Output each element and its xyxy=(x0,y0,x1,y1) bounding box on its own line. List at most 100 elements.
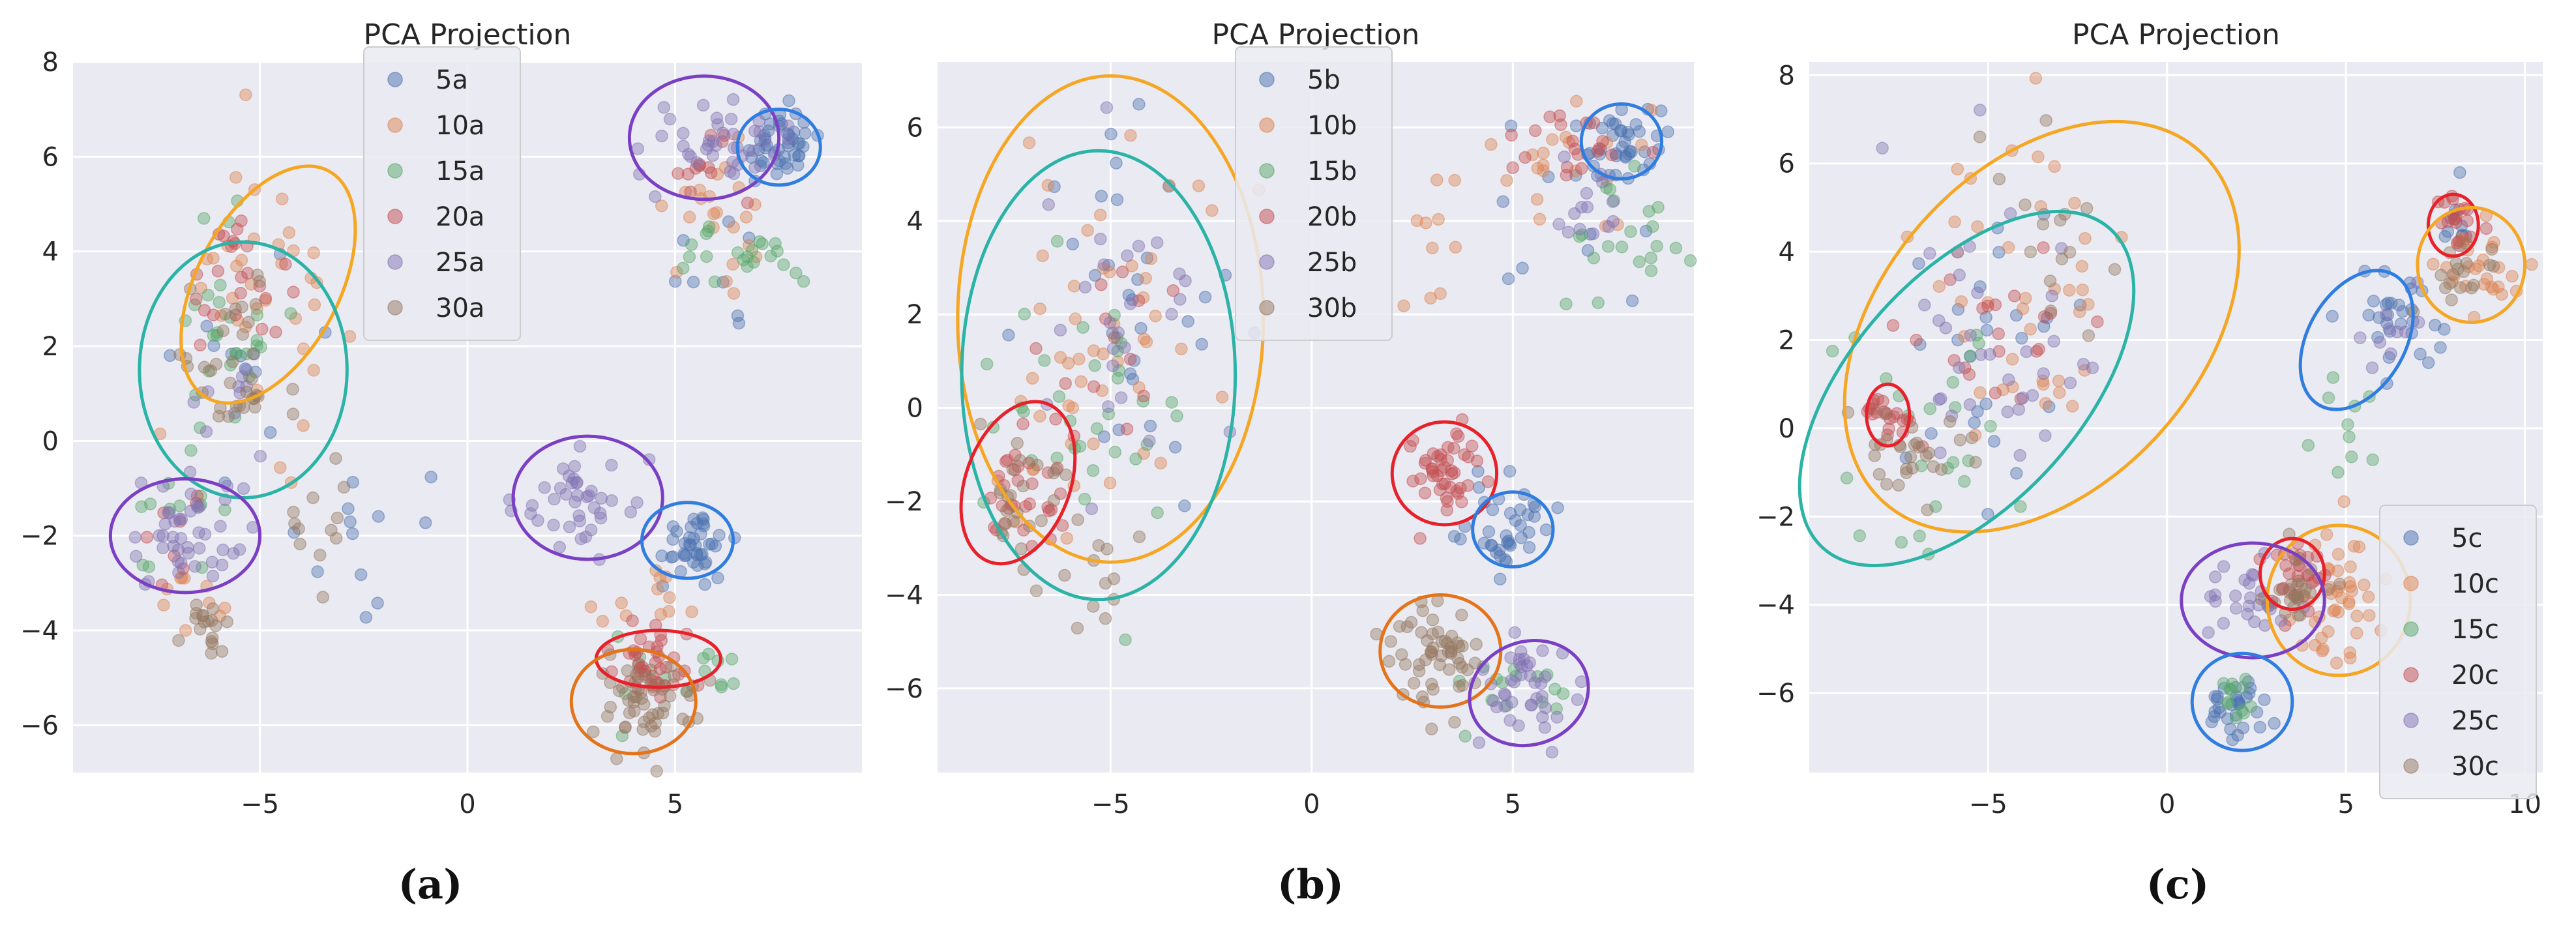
point-5a xyxy=(359,611,373,624)
point-30a xyxy=(236,328,250,341)
point-10a xyxy=(727,287,741,300)
point-10b xyxy=(1410,214,1424,228)
point-15c xyxy=(2366,453,2379,466)
point-10a xyxy=(297,419,310,432)
cluster-ellipse xyxy=(108,477,262,595)
point-25a xyxy=(192,501,205,514)
point-5a xyxy=(424,471,437,484)
point-5c xyxy=(2015,332,2028,345)
point-30b xyxy=(1440,637,1454,650)
point-25a xyxy=(237,482,250,495)
chart-title: PCA Projection xyxy=(1212,18,1420,52)
point-5c xyxy=(1925,427,1938,440)
point-5a xyxy=(666,533,679,546)
point-10b xyxy=(1434,287,1447,301)
point-10c xyxy=(2039,397,2052,410)
point-15a xyxy=(725,653,739,666)
point-25b xyxy=(1150,236,1164,250)
legend-label-5c: 5c xyxy=(2451,524,2482,553)
point-5b xyxy=(1551,501,1564,514)
point-25b xyxy=(1165,308,1178,321)
point-5b xyxy=(1454,533,1467,546)
point-10a xyxy=(662,605,675,618)
point-25c xyxy=(2039,429,2052,442)
point-20b xyxy=(1414,532,1427,545)
point-5a xyxy=(696,517,710,531)
point-15c xyxy=(1895,536,1908,549)
caption-b: (b) xyxy=(1277,861,1344,908)
point-10b xyxy=(1097,347,1110,361)
point-30b xyxy=(1050,463,1063,477)
point-20b xyxy=(1419,454,1432,467)
point-25a xyxy=(582,489,596,503)
legend-marker-25c xyxy=(2403,713,2419,728)
point-5c xyxy=(1951,302,1965,316)
point-30b xyxy=(1092,539,1105,552)
point-20c xyxy=(1976,302,1989,315)
point-20a xyxy=(259,291,273,305)
point-20a xyxy=(241,267,254,280)
point-15c xyxy=(2221,697,2235,711)
legend: 5b 10b 15b 20b 25b 30b xyxy=(1235,46,1393,341)
point-5b xyxy=(1195,338,1209,351)
point-20a xyxy=(634,632,647,645)
point-25a xyxy=(624,505,638,519)
x-tick-label: 5 xyxy=(2337,789,2354,819)
point-20c xyxy=(1989,387,2002,400)
point-15c xyxy=(2345,450,2358,464)
point-25a xyxy=(642,453,656,466)
y-tick-label: −2 xyxy=(1756,502,1795,532)
point-10c xyxy=(2029,72,2043,85)
point-25b xyxy=(1539,701,1552,715)
point-30b xyxy=(1087,600,1100,613)
point-5c xyxy=(2367,295,2380,308)
point-5b xyxy=(1485,539,1498,552)
point-15b xyxy=(1651,201,1665,214)
point-10c xyxy=(2344,560,2357,574)
point-10c xyxy=(2331,564,2345,578)
point-5c xyxy=(1912,257,1925,271)
point-10c xyxy=(1974,386,1987,400)
point-20b xyxy=(1529,124,1542,138)
point-15b xyxy=(1136,394,1149,408)
point-30c xyxy=(2019,198,2032,211)
point-5b xyxy=(1521,508,1535,522)
point-25c xyxy=(2384,347,2397,361)
point-15b xyxy=(1090,422,1104,435)
point-20b xyxy=(1454,481,1467,495)
legend: 5a 10a 15a 20a 25a 30a xyxy=(363,46,521,341)
point-5c xyxy=(2434,341,2447,354)
point-10c xyxy=(2330,656,2343,670)
point-15b xyxy=(1108,445,1121,459)
point-5a xyxy=(786,132,799,145)
y-tick-label: −6 xyxy=(20,711,59,741)
point-10c xyxy=(1951,162,1964,176)
point-5b xyxy=(1655,104,1668,117)
point-30a xyxy=(668,670,681,683)
point-25a xyxy=(187,396,200,409)
point-25c xyxy=(1983,347,1996,361)
point-10a xyxy=(739,211,753,224)
point-5c xyxy=(1979,397,1992,411)
legend-label-30c: 30c xyxy=(2451,752,2499,782)
point-25b xyxy=(1508,626,1521,639)
point-10b xyxy=(1448,173,1461,187)
point-10a xyxy=(275,257,288,270)
point-30a xyxy=(337,480,351,494)
point-30b xyxy=(1470,638,1483,651)
point-25a xyxy=(184,505,198,518)
point-10a xyxy=(307,364,320,377)
point-10c xyxy=(2350,610,2363,623)
point-30a xyxy=(172,634,185,647)
point-30a xyxy=(621,664,634,677)
point-20b xyxy=(1087,380,1101,393)
point-25a xyxy=(538,481,551,494)
point-20b xyxy=(1470,454,1484,467)
point-5a xyxy=(743,144,756,157)
point-20b xyxy=(1518,151,1532,164)
point-10a xyxy=(250,302,263,316)
point-25c xyxy=(2354,331,2367,344)
point-20b xyxy=(1465,439,1479,452)
point-25c xyxy=(1934,392,1947,406)
point-5b xyxy=(1639,224,1653,238)
